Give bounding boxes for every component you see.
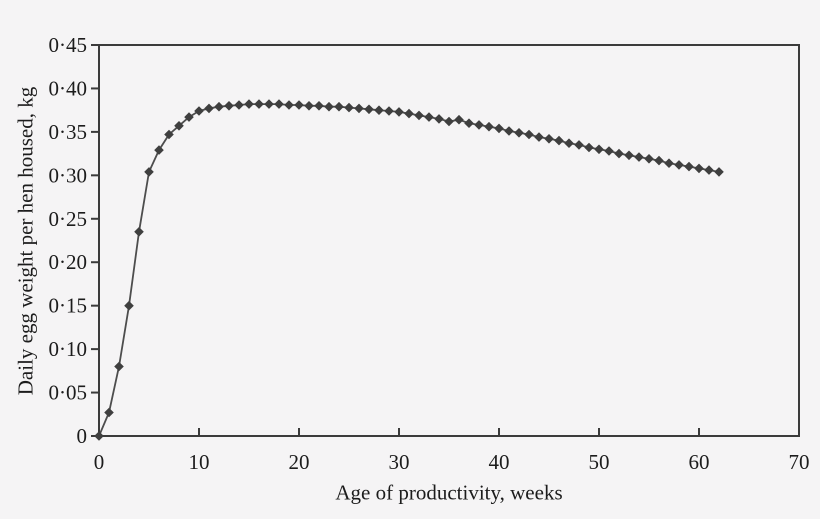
- x-tick-label: 70: [789, 450, 810, 474]
- y-tick-label: 0·15: [49, 294, 88, 318]
- y-tick-label: 0·40: [49, 76, 88, 100]
- x-tick-label: 20: [289, 450, 310, 474]
- y-tick-label: 0·45: [49, 33, 88, 57]
- y-axis-title: Daily egg weight per hen housed, kg: [13, 86, 38, 396]
- y-tick-label: 0·05: [49, 381, 88, 405]
- x-tick-label: 10: [189, 450, 210, 474]
- plot-frame: [98, 44, 800, 437]
- y-tick-label: 0·30: [49, 163, 88, 187]
- y-tick-label: 0·25: [49, 207, 88, 231]
- y-tick-label: 0·10: [49, 337, 88, 361]
- x-tick-label: 30: [389, 450, 410, 474]
- x-tick-label: 50: [589, 450, 610, 474]
- x-tick-label: 40: [489, 450, 510, 474]
- y-tick-label: 0·20: [49, 250, 88, 274]
- x-tick-label: 0: [94, 450, 105, 474]
- y-tick-label: 0·35: [49, 120, 88, 144]
- y-tick-label: 0: [77, 424, 88, 448]
- x-axis-title: Age of productivity, weeks: [335, 480, 563, 505]
- x-tick-label: 60: [689, 450, 710, 474]
